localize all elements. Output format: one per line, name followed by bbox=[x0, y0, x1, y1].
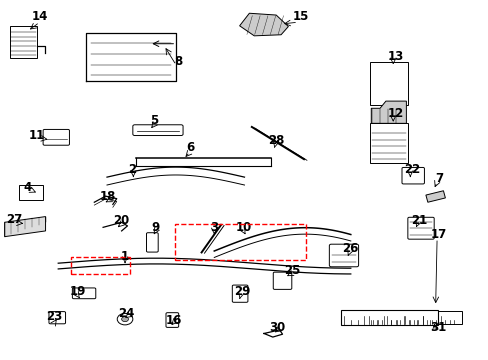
Text: 26: 26 bbox=[342, 242, 358, 255]
FancyBboxPatch shape bbox=[146, 233, 158, 252]
Bar bbox=[365, 311, 461, 324]
FancyBboxPatch shape bbox=[273, 272, 291, 289]
Bar bbox=[71, 257, 130, 274]
Polygon shape bbox=[425, 191, 445, 202]
FancyBboxPatch shape bbox=[133, 125, 183, 135]
Circle shape bbox=[117, 314, 133, 325]
Text: 22: 22 bbox=[404, 163, 420, 176]
Text: 1: 1 bbox=[121, 249, 129, 262]
Bar bbox=[175, 224, 305, 260]
Text: 15: 15 bbox=[292, 10, 308, 23]
FancyBboxPatch shape bbox=[232, 285, 247, 302]
Text: 17: 17 bbox=[429, 228, 446, 241]
Text: 16: 16 bbox=[165, 314, 182, 327]
Polygon shape bbox=[239, 13, 288, 36]
Bar bbox=[340, 310, 437, 325]
Text: 3: 3 bbox=[210, 221, 218, 234]
Text: 4: 4 bbox=[23, 181, 32, 194]
Bar bbox=[369, 62, 407, 105]
Text: 31: 31 bbox=[429, 321, 446, 334]
Text: 30: 30 bbox=[269, 321, 285, 334]
Bar bbox=[10, 26, 37, 58]
FancyBboxPatch shape bbox=[72, 288, 96, 299]
Text: 20: 20 bbox=[113, 214, 129, 227]
Bar bbox=[369, 123, 407, 163]
FancyBboxPatch shape bbox=[49, 312, 65, 324]
FancyBboxPatch shape bbox=[407, 217, 433, 239]
Text: 27: 27 bbox=[6, 213, 22, 226]
FancyBboxPatch shape bbox=[401, 167, 424, 184]
Text: 10: 10 bbox=[235, 221, 251, 234]
FancyBboxPatch shape bbox=[165, 313, 178, 327]
Text: 9: 9 bbox=[151, 221, 160, 234]
FancyBboxPatch shape bbox=[329, 244, 358, 267]
Text: 18: 18 bbox=[100, 190, 116, 203]
Text: 29: 29 bbox=[233, 285, 250, 298]
Text: 24: 24 bbox=[118, 307, 134, 320]
Text: 19: 19 bbox=[69, 285, 86, 298]
Text: 12: 12 bbox=[387, 107, 403, 120]
Text: 25: 25 bbox=[284, 264, 300, 277]
Polygon shape bbox=[4, 217, 45, 237]
Bar bbox=[19, 185, 42, 200]
Polygon shape bbox=[370, 101, 406, 123]
Text: 14: 14 bbox=[31, 10, 48, 23]
Text: 7: 7 bbox=[435, 172, 443, 185]
Text: 6: 6 bbox=[186, 141, 195, 154]
Text: 5: 5 bbox=[150, 114, 158, 127]
Text: 11: 11 bbox=[29, 129, 45, 142]
FancyBboxPatch shape bbox=[43, 130, 69, 145]
Text: 23: 23 bbox=[46, 310, 62, 324]
Text: 13: 13 bbox=[387, 50, 403, 63]
Text: 2: 2 bbox=[128, 163, 136, 176]
Text: 28: 28 bbox=[267, 134, 284, 147]
Text: 21: 21 bbox=[410, 214, 427, 227]
Text: 8: 8 bbox=[174, 55, 183, 68]
Circle shape bbox=[122, 317, 128, 321]
